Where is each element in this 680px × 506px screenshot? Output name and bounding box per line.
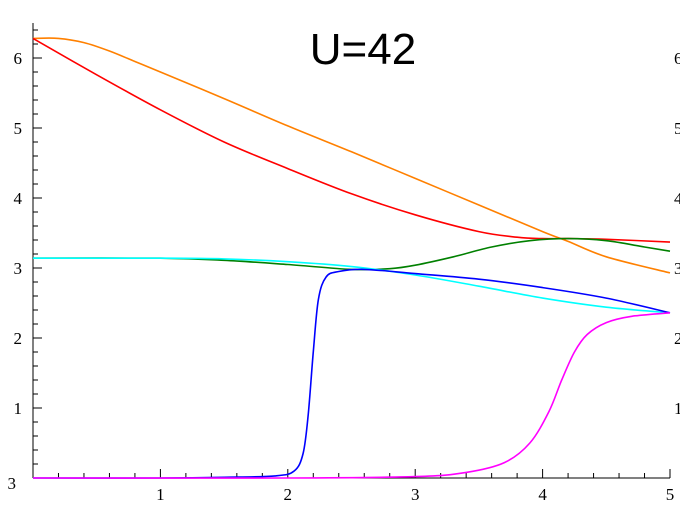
- x-tick-label: 4: [538, 485, 547, 504]
- x-tick-label: 3: [411, 485, 420, 504]
- series-line-5: [32, 268, 671, 479]
- plot-area: 1 2 3 4 5 1 2 3 4 5 6 3 6 5 4 3 2 1: [8, 23, 680, 504]
- y-tick-label: 1: [14, 399, 23, 418]
- x-tick-label: 1: [156, 485, 165, 504]
- right-edge-tick-fragment: 5: [674, 119, 680, 138]
- right-edge-tick-fragment: 4: [674, 189, 680, 208]
- y-tick-label: 3: [14, 259, 23, 278]
- y-tick-label: 2: [14, 329, 23, 348]
- series-line-4: [32, 257, 671, 314]
- y-tick-label: 6: [14, 49, 23, 68]
- x-tick-label: 5: [666, 485, 675, 504]
- right-edge-tick-fragment: 3: [674, 259, 680, 278]
- series-line-6: [32, 312, 671, 479]
- right-edge-tick-fragment: 2: [674, 329, 680, 348]
- chart-title: U=42: [310, 25, 416, 74]
- y-tick-label: 5: [14, 119, 23, 138]
- right-edge-tick-fragment: 6: [674, 49, 680, 68]
- right-edge-tick-fragment: 1: [674, 399, 680, 418]
- series-line-3: [32, 237, 671, 271]
- origin-tick-label: 3: [8, 474, 17, 493]
- x-tick-label: 2: [284, 485, 293, 504]
- y-tick-label: 4: [14, 189, 23, 208]
